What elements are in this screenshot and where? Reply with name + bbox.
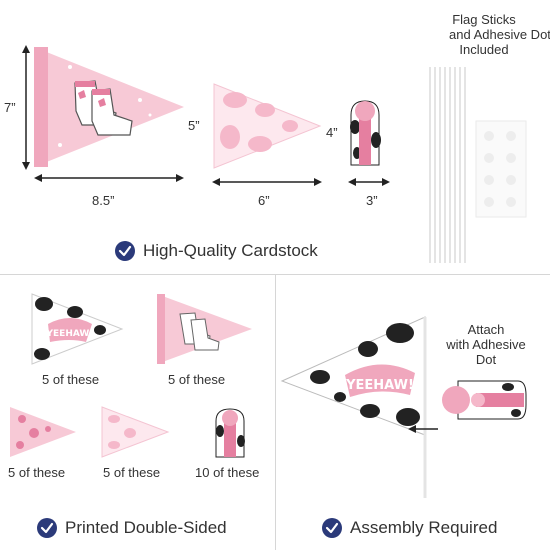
horizontal-divider — [0, 274, 550, 275]
medium-pennant — [213, 83, 322, 169]
banner-text: YEEHAW! — [46, 329, 94, 339]
feature-assembly: Assembly Required — [350, 518, 498, 537]
large-height-label: 7” — [4, 100, 16, 115]
small-width-arrow — [348, 178, 390, 186]
medium-width-arrow — [212, 178, 322, 186]
banner-text-large: YEEHAW! — [345, 378, 414, 393]
count-small-pink-pennant: 5 of these — [8, 465, 66, 480]
cow-pennant: YEEHAW! — [31, 293, 124, 365]
small-pink-pennant — [10, 407, 76, 457]
topper-with-dot — [442, 380, 527, 420]
small-width-label: 3” — [366, 193, 378, 208]
medium-height-arrow — [204, 82, 214, 172]
count-small-pink-cow-pennant: 5 of these — [103, 465, 161, 480]
check-circle-icon — [322, 518, 342, 538]
count-hat-topper: 10 of these — [195, 465, 260, 480]
count-boots-pennant: 5 of these — [168, 372, 226, 387]
count-cow-pennant: 5 of these — [42, 372, 100, 387]
sticks-label: Flag Sticks and Adhesive Dots Included — [449, 12, 550, 57]
small-height-arrow — [345, 100, 351, 165]
check-circle-icon — [115, 241, 135, 261]
feature-cardstock: High-Quality Cardstock — [143, 241, 318, 260]
feature-double-sided: Printed Double-Sided — [65, 518, 227, 537]
large-pennant — [34, 47, 184, 167]
assembled-pennant: YEEHAW! — [280, 316, 427, 498]
boots-pennant — [157, 294, 252, 364]
check-circle-icon — [37, 518, 57, 538]
arrow-left-icon — [408, 425, 438, 433]
large-width-arrow — [34, 174, 184, 182]
large-width-label: 8.5” — [92, 193, 115, 208]
small-piece — [350, 100, 381, 166]
medium-height-label: 5” — [188, 118, 200, 133]
hat-topper — [215, 408, 245, 458]
flag-sticks — [429, 67, 466, 263]
vertical-divider — [275, 275, 276, 550]
adhesive-dots-sheet — [475, 120, 527, 218]
medium-width-label: 6” — [258, 193, 270, 208]
attach-label: Attach with Adhesive Dot — [446, 322, 526, 367]
large-height-arrow — [22, 45, 30, 170]
small-height-label: 4” — [326, 125, 338, 140]
small-pink-cow-pennant — [101, 406, 170, 458]
